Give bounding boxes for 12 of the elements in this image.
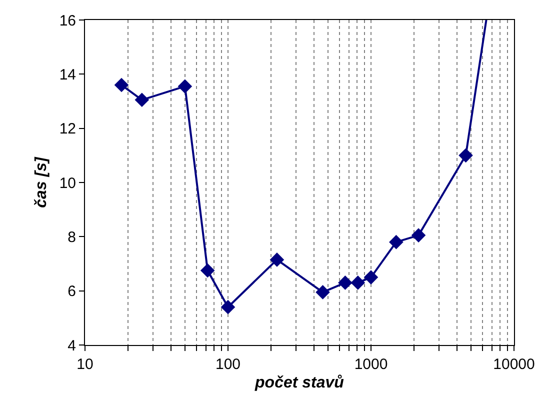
x-tick-label: 1000 xyxy=(354,356,388,373)
x-tick-label: 100 xyxy=(215,356,241,373)
y-tick-label: 4 xyxy=(68,337,76,354)
y-tick-label: 14 xyxy=(59,66,76,84)
y-tick-label: 10 xyxy=(59,174,76,192)
y-tick-label: 8 xyxy=(68,228,76,246)
x-axis-title: počet stavů xyxy=(254,374,344,392)
y-axis-title: čas [s] xyxy=(33,156,50,208)
x-tick-label: 10000 xyxy=(493,356,535,373)
y-tick-label: 16 xyxy=(59,12,76,30)
y-tick-label: 12 xyxy=(59,120,76,138)
y-tick-label: 6 xyxy=(68,283,76,300)
